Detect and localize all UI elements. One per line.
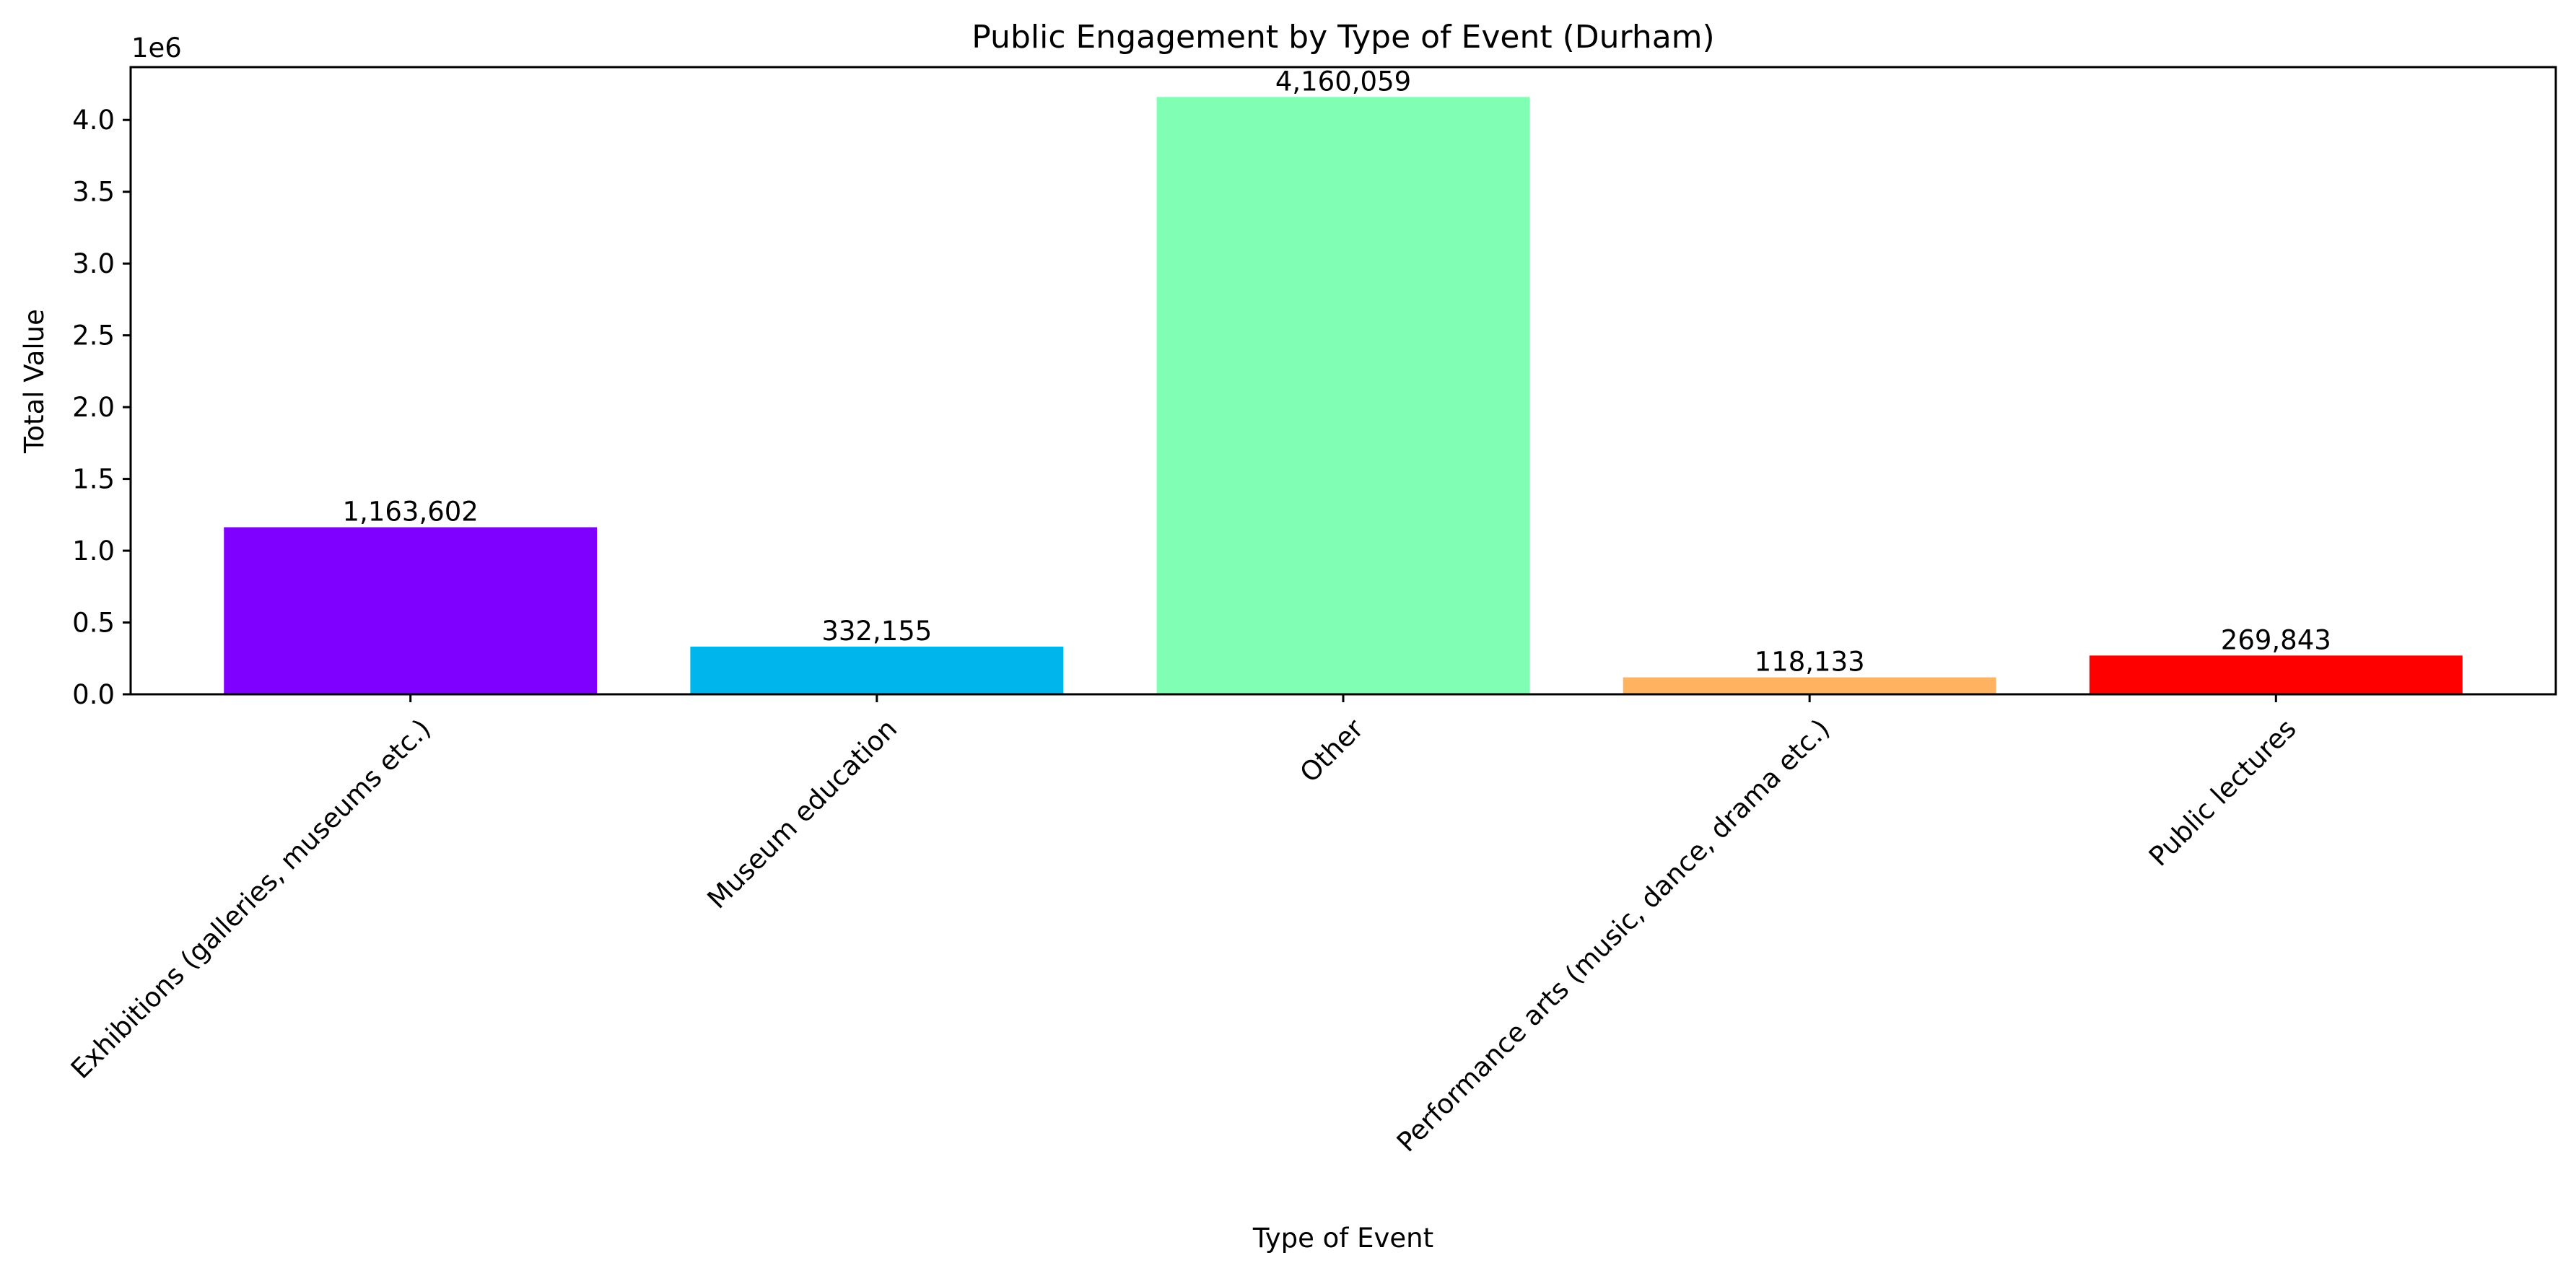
chart-title: Public Engagement by Type of Event (Durh…	[972, 19, 1714, 56]
y-tick-label: 4.0	[72, 105, 115, 136]
bar	[1156, 97, 1530, 694]
bar	[690, 646, 1064, 694]
data-label: 1,163,602	[343, 497, 479, 528]
bar	[2089, 655, 2463, 694]
data-label: 269,843	[2221, 624, 2331, 655]
plot-frame	[129, 66, 2557, 696]
y-axis-ticks: 0.0 0.5 1.0 1.5 2.0 2.5 3.0 3.5 4.0	[72, 105, 131, 710]
y-tick-label: 2.5	[72, 320, 115, 351]
bars-group	[224, 97, 2463, 694]
y-tick-label: 1.0	[72, 536, 115, 567]
data-labels-group: 1,163,602 332,155 4,160,059 118,133 269,843	[343, 66, 2331, 677]
data-label: 332,155	[821, 616, 932, 647]
y-tick-label: 0.5	[72, 608, 115, 639]
data-label: 118,133	[1755, 646, 1865, 677]
y-tick-label: 1.5	[72, 464, 115, 495]
bar	[224, 527, 598, 694]
y-axis-label: Total Value	[19, 309, 50, 454]
y-tick-label: 3.5	[72, 177, 115, 208]
y-tick-label: 2.0	[72, 392, 115, 423]
bar	[1623, 677, 1996, 694]
y-tick-label: 0.0	[72, 679, 115, 710]
x-axis-label: Type of Event	[1252, 1223, 1433, 1254]
y-tick-label: 3.0	[72, 248, 115, 279]
data-label: 4,160,059	[1275, 66, 1411, 97]
y-axis-offset-label: 1e6	[131, 32, 182, 64]
